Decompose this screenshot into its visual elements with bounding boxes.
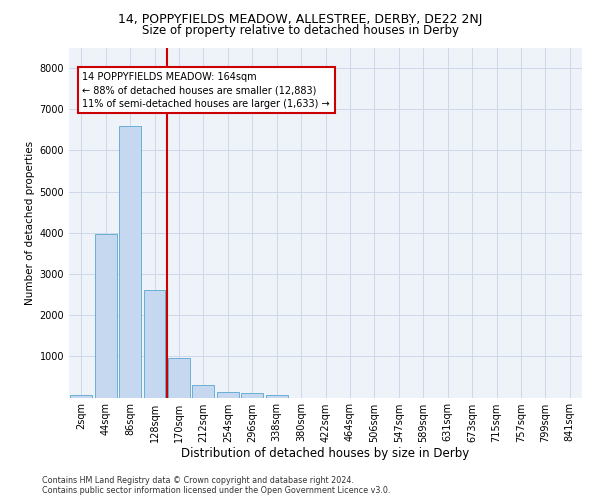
Text: 14 POPPYFIELDS MEADOW: 164sqm
← 88% of detached houses are smaller (12,883)
11% : 14 POPPYFIELDS MEADOW: 164sqm ← 88% of d… [82, 72, 330, 108]
Text: 14, POPPYFIELDS MEADOW, ALLESTREE, DERBY, DE22 2NJ: 14, POPPYFIELDS MEADOW, ALLESTREE, DERBY… [118, 12, 482, 26]
Bar [119, 126, 141, 398]
Bar [241, 394, 263, 398]
Bar [193, 384, 214, 398]
Bar [95, 234, 116, 398]
Bar [168, 358, 190, 398]
Bar [266, 394, 287, 398]
Bar [143, 290, 166, 398]
Y-axis label: Number of detached properties: Number of detached properties [25, 140, 35, 304]
Text: Contains HM Land Registry data © Crown copyright and database right 2024.: Contains HM Land Registry data © Crown c… [42, 476, 354, 485]
Text: Contains public sector information licensed under the Open Government Licence v3: Contains public sector information licen… [42, 486, 391, 495]
Bar [70, 394, 92, 398]
Bar [217, 392, 239, 398]
X-axis label: Distribution of detached houses by size in Derby: Distribution of detached houses by size … [181, 448, 470, 460]
Text: Size of property relative to detached houses in Derby: Size of property relative to detached ho… [142, 24, 458, 37]
